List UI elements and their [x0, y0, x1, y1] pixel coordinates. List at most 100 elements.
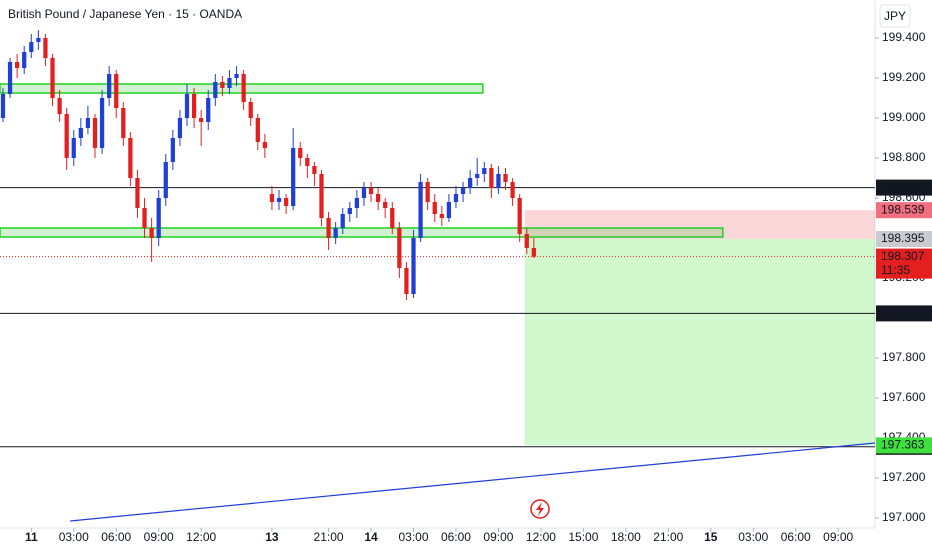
- x-tick-label: 12:00: [186, 530, 216, 544]
- candle-body: [531, 248, 536, 257]
- candle-body: [227, 78, 232, 88]
- candle-body: [319, 174, 324, 218]
- candle-body: [156, 198, 161, 238]
- trend-line: [70, 442, 876, 522]
- x-tick-label: 13: [265, 530, 279, 544]
- candle-body: [361, 188, 367, 198]
- candle-body: [312, 166, 317, 174]
- x-tick-label: 06:00: [781, 530, 811, 544]
- currency-box[interactable]: [879, 4, 911, 28]
- target-label-box: [876, 437, 932, 454]
- candle-body: [199, 118, 204, 122]
- countdown: 11:35: [881, 263, 910, 277]
- x-tick-label: 03:00: [738, 530, 768, 544]
- hline-label: 198.023: [881, 306, 925, 320]
- candle-body: [375, 194, 381, 202]
- alert-icon[interactable]: [530, 499, 550, 519]
- candle-body: [170, 138, 175, 162]
- x-tick-label: 12:00: [526, 530, 556, 544]
- x-tick-label: 09:00: [144, 530, 174, 544]
- currency[interactable]: JPY: [884, 9, 906, 23]
- candle-body: [206, 98, 211, 122]
- entry-label-box: [876, 231, 932, 247]
- x-tick-label: 21:00: [653, 530, 683, 544]
- candle-body: [99, 98, 105, 148]
- candle-body: [135, 178, 140, 208]
- candle-body: [269, 194, 275, 202]
- candle-body: [276, 198, 282, 202]
- candle-body: [340, 214, 345, 228]
- stop-zone: [524, 210, 875, 239]
- candle-body: [191, 94, 197, 118]
- candle-body: [390, 208, 395, 228]
- candle-body: [326, 218, 331, 238]
- candle-body: [468, 178, 473, 188]
- candle-body: [425, 182, 430, 202]
- x-tick-label: 06:00: [441, 530, 471, 544]
- candle-body: [489, 168, 494, 188]
- x-tick-label: 15:00: [568, 530, 598, 544]
- candle-body: [503, 174, 508, 182]
- candle-body: [524, 234, 529, 248]
- candle-body: [283, 198, 289, 206]
- candle-body: [78, 128, 83, 138]
- y-tick-label: 199.400: [882, 30, 926, 44]
- plot: [0, 30, 876, 522]
- hline-label: 198.652: [881, 180, 925, 194]
- candle-body: [50, 58, 55, 98]
- candle-body: [7, 62, 13, 94]
- y-tick-label: 197.000: [882, 510, 926, 524]
- entry-label: 198.395: [881, 231, 925, 245]
- x-tick-label: 03:00: [59, 530, 89, 544]
- candle-body: [439, 214, 444, 218]
- x-tick-label: 21:00: [314, 530, 344, 544]
- candle-body: [496, 174, 501, 188]
- y-tick-label: 198.800: [882, 150, 926, 164]
- candle-body: [333, 228, 338, 238]
- x-tick-label: 03:00: [398, 530, 428, 544]
- x-tick-label: 18:00: [611, 530, 641, 544]
- candle-body: [354, 198, 360, 208]
- candle-body: [460, 188, 466, 194]
- candle-body: [347, 208, 352, 214]
- candle-body: [71, 138, 76, 158]
- candle-body: [368, 188, 374, 194]
- candle-body: [64, 114, 69, 158]
- candle-body: [15, 62, 20, 68]
- x-tick-label: 09:00: [823, 530, 853, 544]
- candle-body: [234, 74, 239, 78]
- candle-body: [85, 118, 91, 128]
- x-tick-label: 06:00: [101, 530, 131, 544]
- candle-body: [184, 94, 190, 118]
- candle-body: [128, 138, 133, 178]
- candle-body: [29, 42, 34, 52]
- candle-body: [36, 38, 41, 42]
- y-tick-label: 199.000: [882, 110, 926, 124]
- candle-body: [142, 208, 147, 228]
- candle-body: [43, 38, 48, 58]
- candle-body: [213, 82, 218, 98]
- target-zone: [524, 239, 875, 446]
- y-tick-label: 197.200: [882, 470, 926, 484]
- stop-label-box: [876, 202, 932, 219]
- candle-body: [262, 142, 267, 148]
- x-tick-label: 15: [704, 530, 718, 544]
- candle-body: [411, 238, 416, 294]
- candle-body: [418, 182, 423, 238]
- chart-title: British Pound / Japanese Yen · 15 · OAND…: [8, 7, 242, 21]
- candle-body: [0, 94, 6, 118]
- support-zone: [0, 83, 484, 94]
- candle-body: [432, 202, 437, 214]
- y-tick-label: 197.600: [882, 390, 926, 404]
- x-tick-label: 09:00: [483, 530, 513, 544]
- candle-body: [149, 228, 154, 238]
- candle-body: [255, 118, 260, 142]
- hline-label-box: [876, 305, 932, 322]
- candle-body: [298, 148, 303, 158]
- candle-body: [404, 268, 409, 294]
- candle-body: [177, 118, 183, 138]
- candle-body: [517, 198, 522, 234]
- target-label: 197.363: [881, 438, 925, 452]
